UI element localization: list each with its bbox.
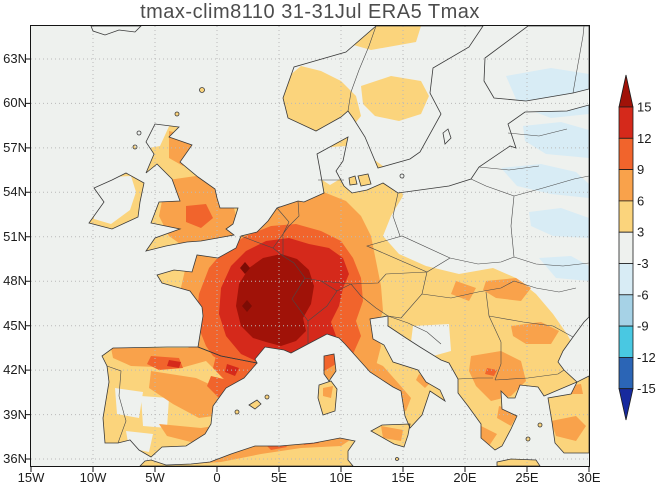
lat-tick-label: 42N [3,362,27,377]
colorbar-tick-label: -6 [637,287,649,302]
lat-tick-label: 51N [3,229,27,244]
colorbar-bottom-arrow [618,388,634,421]
lat-tick-label: 48N [3,273,27,288]
lon-tick-label: 5E [271,470,287,485]
colorbar-segment [618,263,634,296]
colorbar-segment [618,231,634,264]
map-plot [30,25,590,467]
colorbar-tick-label: -3 [637,256,649,271]
colorbar-tick-label: 15 [637,100,651,115]
figure-title: tmax-clim8110 31-31Jul ERA5 Tmax [140,1,480,23]
colorbar-segment [618,137,634,171]
colorbar-tick-label: 6 [637,193,644,208]
colorbar-segment [618,356,634,390]
colorbar-tick-label: 3 [637,225,644,240]
colorbar-segment [618,200,634,233]
lat-tick-label: 54N [3,184,27,199]
lon-tick-label: 0 [213,470,221,485]
colorbar-tick-label: 12 [637,131,651,146]
colorbar-segment [618,169,634,202]
colorbar-tick-label: -12 [637,350,656,365]
colorbar-segment [618,294,634,327]
lon-tick-label: 15W [17,470,45,485]
lon-tick-label: 15E [391,470,415,485]
lon-tick-label: 10W [79,470,107,485]
lat-tick-label: 36N [3,451,27,466]
europe-map-svg [31,26,589,466]
lat-tick-label: 60N [3,95,27,110]
lat-tick-label: 57N [3,140,27,155]
lon-tick-label: 20E [453,470,477,485]
colorbar-top-arrow [618,74,634,108]
lon-tick-label: 5W [145,470,165,485]
lon-tick-label: 25E [515,470,539,485]
lat-tick-label: 39N [3,407,27,422]
lon-tick-label: 10E [329,470,353,485]
colorbar-tick-label: -15 [637,381,656,396]
colorbar-segment [618,325,634,358]
lon-tick-label: 30E [577,470,601,485]
colorbar-tick-label: 9 [637,162,644,177]
colorbar: 15 12 9 6 3 -3 -6 -9 -12 -15 [618,74,656,421]
lat-tick-label: 45N [3,318,27,333]
colorbar-segment [618,106,634,139]
colorbar-tick-label: -9 [637,319,649,334]
lat-tick-label: 63N [3,51,27,66]
